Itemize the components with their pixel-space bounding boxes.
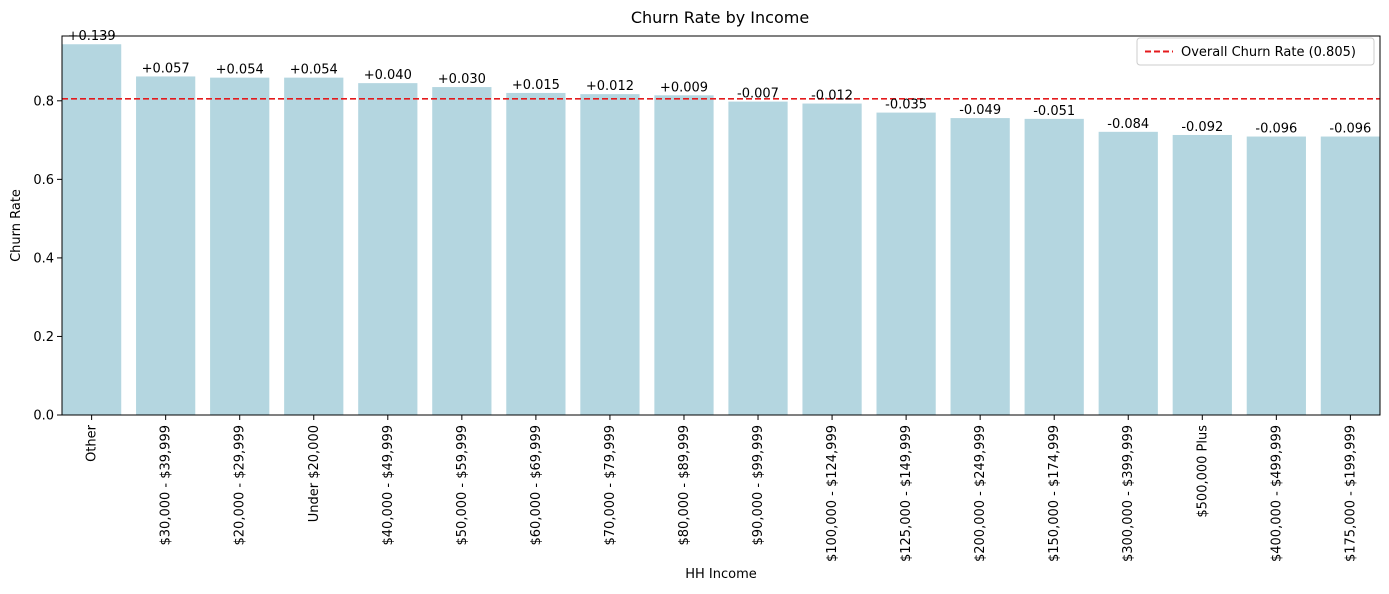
y-tick-label: 0.4: [33, 251, 54, 266]
data-label: -0.092: [1181, 120, 1223, 135]
data-labels-layer: +0.139 +0.057 +0.054 +0.054 +0.040 +0.030 +0.0…: [68, 29, 1372, 136]
legend-box: [1136, 37, 1375, 66]
bar: [728, 101, 788, 416]
data-label: +0.030: [438, 72, 486, 87]
data-label: +0.040: [364, 68, 412, 83]
bar: [580, 94, 640, 415]
bar: [876, 112, 936, 415]
bar: [62, 44, 122, 415]
data-label: -0.035: [885, 98, 927, 113]
y-axis-label: Churn Rate: [9, 189, 24, 262]
legend: Overall Churn Rate (0.805): [1136, 37, 1375, 66]
data-label: -0.012: [811, 89, 853, 104]
bar: [654, 95, 714, 416]
bar: [432, 87, 492, 415]
y-axis: 0.0 0.2 0.4 0.6 0.8: [33, 94, 62, 424]
x-tick-label: $70,000 - $79,999: [603, 425, 618, 545]
x-axis-label: HH Income: [685, 567, 757, 582]
bar: [358, 83, 418, 416]
x-tick-label: $80,000 - $89,999: [677, 425, 692, 545]
bar: [1024, 118, 1084, 415]
plot-frame: [61, 35, 1381, 416]
x-tick-label: Other: [85, 424, 100, 462]
data-label: -0.007: [737, 87, 779, 102]
data-label: +0.054: [290, 63, 338, 78]
data-label: -0.049: [959, 103, 1001, 118]
x-tick-label: $175,000 - $199,999: [1343, 425, 1358, 562]
chart-title: Churn Rate by Income: [631, 8, 809, 27]
x-tick-label: $125,000 - $149,999: [899, 425, 914, 562]
bar: [802, 103, 862, 415]
y-tick-label: 0.0: [33, 409, 54, 424]
data-label: +0.139: [68, 29, 116, 44]
x-tick-label: Under $20,000: [307, 425, 322, 522]
bar: [506, 92, 566, 416]
y-tick-label: 0.8: [33, 94, 54, 109]
data-label: -0.084: [1107, 117, 1149, 132]
x-axis: Other $30,000 - $39,999 $20,000 - $29,999 U…: [85, 415, 1358, 562]
bar: [284, 77, 344, 415]
y-tick-label: 0.6: [33, 173, 54, 188]
data-label: +0.012: [586, 79, 634, 94]
x-tick-label: $150,000 - $174,999: [1047, 425, 1062, 562]
x-tick-label: $400,000 - $499,999: [1269, 425, 1284, 562]
x-tick-label: $300,000 - $399,999: [1121, 425, 1136, 562]
bar: [136, 76, 196, 415]
legend-label: Overall Churn Rate (0.805): [1181, 45, 1356, 60]
x-tick-label: $100,000 - $124,999: [825, 425, 840, 562]
bar: [1320, 136, 1380, 415]
x-tick-label: $30,000 - $39,999: [159, 425, 174, 545]
x-tick-label: $200,000 - $249,999: [973, 425, 988, 562]
data-label: -0.096: [1255, 122, 1297, 137]
x-tick-label: $40,000 - $49,999: [381, 425, 396, 545]
bar: [1172, 134, 1232, 415]
bar: [210, 77, 270, 415]
bar: [950, 118, 1010, 416]
data-label: +0.057: [142, 61, 190, 76]
bars-layer: [62, 44, 1380, 416]
x-tick-label: $60,000 - $69,999: [529, 425, 544, 545]
x-tick-label: $50,000 - $59,999: [455, 425, 470, 545]
bar: [1098, 131, 1158, 415]
x-tick-label: $20,000 - $29,999: [233, 425, 248, 545]
data-label: -0.096: [1329, 122, 1371, 137]
bar: [1246, 136, 1306, 415]
data-label: +0.009: [660, 80, 708, 95]
x-tick-label: $90,000 - $99,999: [751, 425, 766, 545]
x-tick-label: $500,000 Plus: [1195, 425, 1210, 518]
data-label: +0.015: [512, 78, 560, 93]
y-tick-label: 0.2: [33, 330, 54, 345]
data-label: -0.051: [1033, 104, 1075, 119]
data-label: +0.054: [216, 63, 264, 78]
